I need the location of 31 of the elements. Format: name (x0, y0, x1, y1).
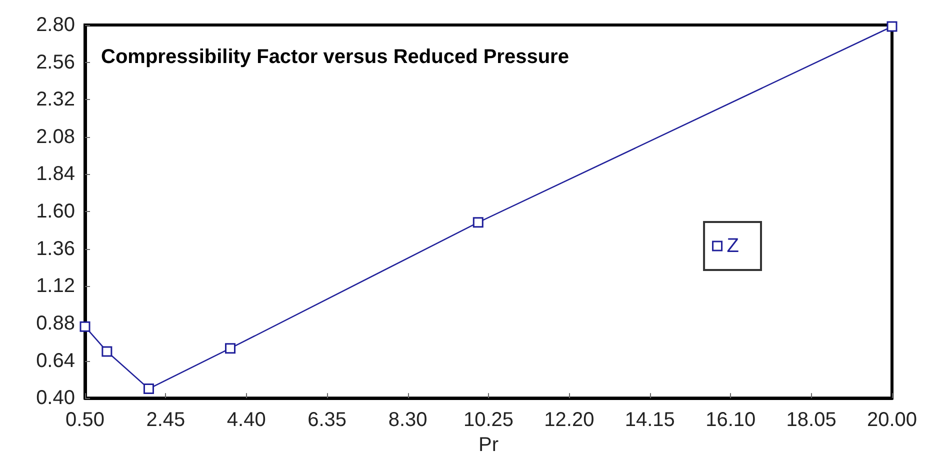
x-tick-label: 8.30 (388, 409, 428, 432)
x-tick-label: 0.50 (66, 409, 104, 432)
point (886, 21, 898, 32)
y-tick-label: 2.80 (36, 14, 75, 36)
x-tick-label: 18.05 (786, 409, 836, 432)
y-tick-label: 0.40 (36, 387, 75, 410)
x-tick-label: 14.15 (624, 409, 675, 432)
y-tick-label: 2.56 (36, 51, 75, 74)
x-tick-label: 4.40 (226, 409, 266, 432)
text: Compressibility Factor versus Reduced Pressure (101, 46, 569, 68)
x-tick-label: 20.00 (866, 409, 918, 432)
y-tick-label: 0.64 (36, 350, 75, 372)
x-tick-label: 10.25 (463, 409, 514, 432)
point (472, 217, 484, 228)
y-tick-label: 1.36 (36, 238, 75, 260)
legend-label: Z (726, 235, 739, 257)
y-tick-label: 0.88 (36, 312, 75, 334)
y-tick-label: 1.12 (36, 275, 75, 298)
y-tick-label: 1.84 (36, 163, 75, 186)
x-axis-title: Pr (478, 434, 499, 456)
x-tick-label: 2.45 (146, 409, 186, 432)
x-tick-label: 16.10 (706, 409, 756, 432)
y-tick-label: 2.08 (36, 126, 75, 148)
point (143, 384, 154, 394)
point (102, 346, 112, 357)
y-tick-label: 2.32 (36, 88, 75, 111)
point (225, 343, 236, 354)
x-tick-label: 12.20 (544, 409, 594, 432)
x-tick-label: 6.35 (308, 409, 347, 432)
y-tick-label: 1.60 (36, 200, 75, 223)
point (80, 321, 90, 332)
